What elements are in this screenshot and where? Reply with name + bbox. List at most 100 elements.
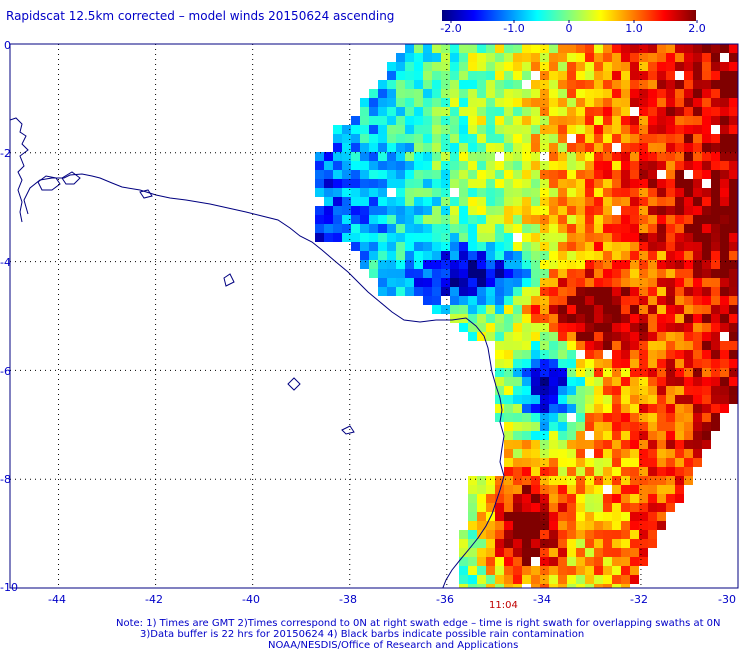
wind-cell	[684, 305, 693, 314]
wind-cell	[513, 143, 522, 152]
wind-cell	[675, 215, 684, 224]
wind-cell	[720, 350, 729, 359]
wind-cell	[702, 62, 711, 71]
wind-cell	[495, 296, 504, 305]
wind-cell	[621, 413, 630, 422]
wind-cell	[711, 386, 720, 395]
wind-cell	[414, 287, 423, 296]
wind-cell	[576, 296, 585, 305]
wind-cell	[432, 143, 441, 152]
wind-cell	[576, 251, 585, 260]
wind-cell	[315, 215, 324, 224]
wind-cell	[486, 80, 495, 89]
wind-cell	[720, 260, 729, 269]
wind-cell	[603, 89, 612, 98]
wind-cell	[441, 80, 450, 89]
wind-cell	[504, 296, 513, 305]
wind-cell	[576, 332, 585, 341]
wind-cell	[378, 143, 387, 152]
wind-cell	[594, 557, 603, 566]
wind-cell	[639, 323, 648, 332]
y-tick-neg2: -2	[0, 147, 11, 160]
wind-cell	[675, 62, 684, 71]
wind-cell	[729, 71, 738, 80]
wind-cell	[540, 260, 549, 269]
wind-cell	[675, 314, 684, 323]
wind-cell	[441, 170, 450, 179]
wind-cell	[549, 386, 558, 395]
wind-cell	[414, 224, 423, 233]
wind-cell	[459, 305, 468, 314]
wind-cell	[531, 143, 540, 152]
wind-cell	[567, 143, 576, 152]
wind-cell	[558, 386, 567, 395]
wind-cell	[648, 368, 657, 377]
wind-cell	[648, 107, 657, 116]
wind-cell	[459, 224, 468, 233]
wind-cell	[468, 143, 477, 152]
wind-cell	[432, 170, 441, 179]
wind-cell	[522, 62, 531, 71]
wind-cell	[459, 233, 468, 242]
wind-cell	[630, 575, 639, 584]
wind-cell	[540, 314, 549, 323]
wind-cell	[495, 341, 504, 350]
wind-cell	[603, 323, 612, 332]
wind-cell	[441, 197, 450, 206]
wind-cell	[702, 44, 711, 53]
wind-cell	[675, 368, 684, 377]
wind-cell	[423, 107, 432, 116]
wind-cell	[594, 422, 603, 431]
wind-cell	[477, 296, 486, 305]
marajo-coast	[10, 117, 29, 223]
wind-cell	[621, 512, 630, 521]
wind-cell	[693, 377, 702, 386]
wind-cell	[558, 449, 567, 458]
wind-cell	[621, 377, 630, 386]
wind-cell	[549, 404, 558, 413]
wind-cell	[495, 413, 504, 422]
wind-cell	[441, 152, 450, 161]
wind-cell	[702, 368, 711, 377]
wind-cell	[495, 188, 504, 197]
wind-cell	[657, 71, 666, 80]
wind-cell	[621, 404, 630, 413]
wind-cell	[504, 575, 513, 584]
wind-cell	[585, 296, 594, 305]
wind-cell	[360, 233, 369, 242]
wind-cell	[567, 53, 576, 62]
wind-cell	[432, 233, 441, 242]
wind-cell	[603, 512, 612, 521]
wind-cell	[693, 278, 702, 287]
wind-cell	[594, 215, 603, 224]
wind-cell	[621, 566, 630, 575]
wind-cell	[621, 458, 630, 467]
wind-cell	[702, 224, 711, 233]
wind-cell	[666, 161, 675, 170]
wind-cell	[729, 143, 738, 152]
wind-cell	[549, 413, 558, 422]
wind-cell	[621, 440, 630, 449]
wind-cell	[603, 215, 612, 224]
wind-cell	[567, 503, 576, 512]
wind-cell	[540, 44, 549, 53]
wind-cell	[513, 314, 522, 323]
wind-cell	[576, 242, 585, 251]
wind-cell	[414, 233, 423, 242]
wind-cell	[441, 71, 450, 80]
wind-cell	[720, 152, 729, 161]
wind-cell	[612, 269, 621, 278]
wind-cell	[684, 323, 693, 332]
wind-cell	[513, 386, 522, 395]
wind-cell	[666, 305, 675, 314]
wind-cell	[612, 359, 621, 368]
wind-cell	[585, 512, 594, 521]
wind-cell	[594, 233, 603, 242]
wind-cell	[621, 305, 630, 314]
wind-cell	[540, 584, 549, 588]
wind-cell	[495, 521, 504, 530]
wind-cell	[675, 242, 684, 251]
wind-cell	[513, 566, 522, 575]
wind-cell	[477, 530, 486, 539]
wind-cell	[450, 107, 459, 116]
